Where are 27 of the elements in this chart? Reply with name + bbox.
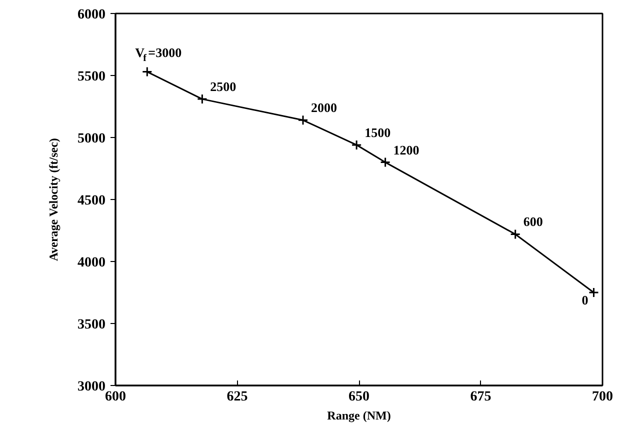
y-tick-label: 5500 [78,70,106,84]
y-tick-label: 3000 [78,380,106,394]
point [380,157,391,168]
y-tick-label: 6000 [78,8,106,22]
x-tick-label: 625 [226,390,248,404]
x-axis-title: Range (NM) [327,408,391,422]
annotation: 2500 [210,79,236,94]
annotation: 0 [582,292,588,308]
point [510,228,521,240]
y-tick-label: 5000 [78,132,106,146]
annotation: 600 [523,214,543,230]
y-tick-label: 3500 [78,318,106,332]
x-tick-label: 675 [470,390,492,404]
point [588,287,599,298]
x-tick-label: 700 [592,390,613,404]
annotation: 1500 [364,124,391,140]
x-tick-label: 650 [348,390,370,404]
point [196,94,208,104]
point [298,114,308,126]
y-axis-title: Average Velocity (ft/sec) [46,138,60,262]
point [351,140,362,150]
y-tick-label: 4500 [78,194,106,208]
x-tick-label: 600 [105,390,126,404]
annotation: 2000 [310,100,337,116]
y-tick-label: 4000 [78,256,106,270]
annotation: 1200 [393,142,420,158]
point [142,66,152,78]
